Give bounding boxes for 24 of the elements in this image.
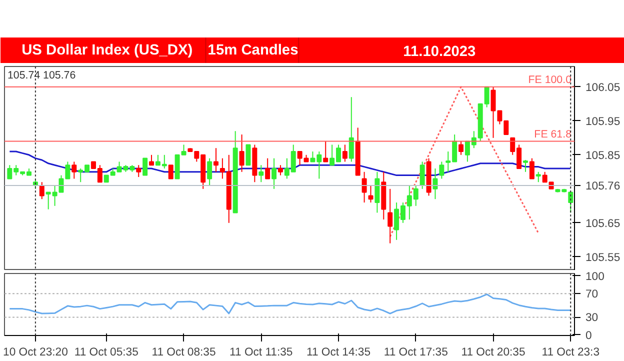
y-tick-label: 106.05 [586, 82, 620, 94]
x-tick-label: 11 Oct 05:35 [74, 346, 138, 358]
x-tick-label: 11 Oct 23:3 [542, 346, 600, 358]
y-tick-label: 100 [586, 270, 604, 283]
y-tick-label: 70 [586, 288, 598, 301]
x-tick-label: 11 Oct 17:35 [384, 346, 448, 358]
x-tick-label: 11 Oct 11:35 [230, 346, 293, 358]
y-tick-label: 105.85 [586, 150, 620, 162]
y-tick-label: 0 [586, 330, 592, 342]
x-tick-label: 11 Oct 20:35 [461, 346, 526, 358]
x-tick-label: 11 Oct 14:35 [306, 346, 371, 358]
annotation: 105.74 105.76 [8, 70, 76, 82]
y-tick-label: 105.55 [586, 252, 620, 264]
chart-subtitle: 15m Candles [208, 42, 298, 58]
ref-line-label: FE 61.8 [534, 128, 572, 140]
y-tick-label: 105.76 [586, 180, 620, 192]
y-tick-label: 30 [586, 312, 598, 324]
text: 11.10.2023 [403, 44, 476, 60]
chart-title: US Dollar Index (US_DX) [22, 42, 193, 58]
ref-line-label: FE 100.0 [528, 74, 572, 86]
x-tick-label: 10 Oct 23:20 [3, 346, 68, 358]
y-tick-label: 105.65 [586, 218, 620, 230]
x-tick-label: 11 Oct 08:35 [152, 346, 216, 358]
y-tick-label: 105.95 [586, 116, 620, 128]
